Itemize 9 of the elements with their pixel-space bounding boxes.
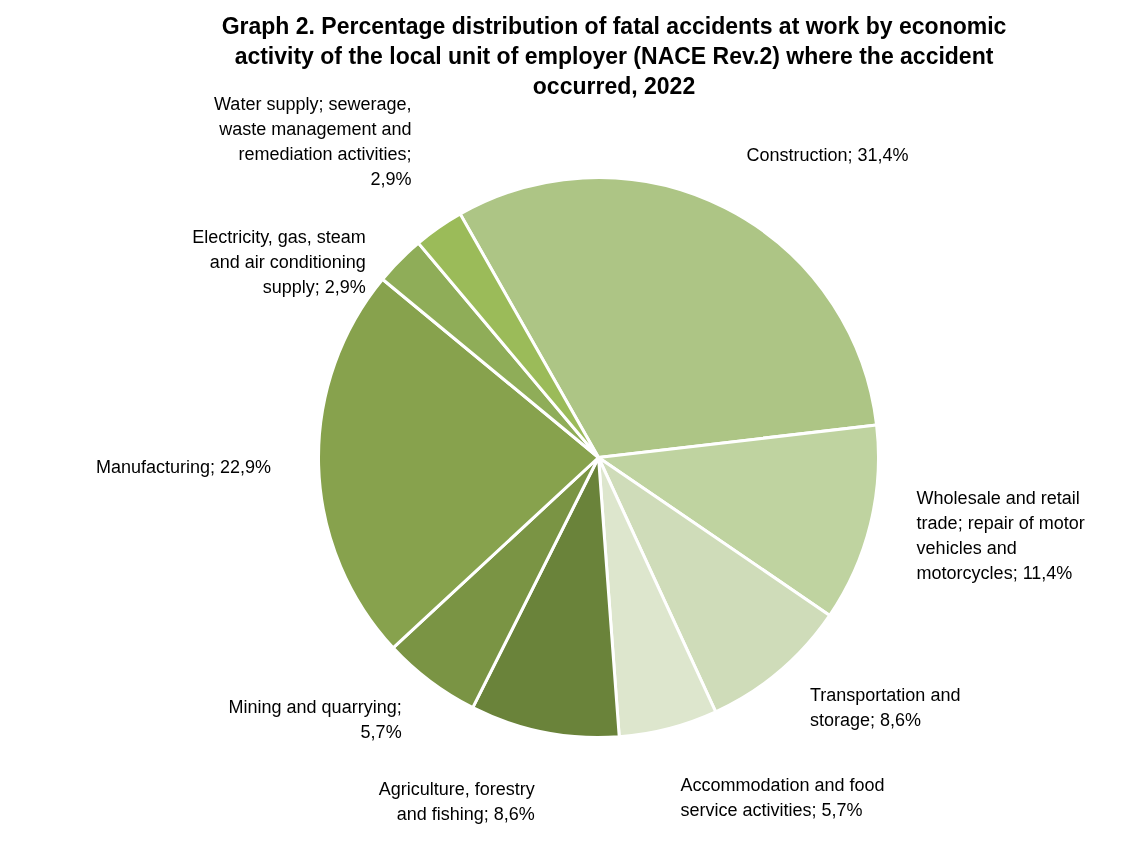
slice-label: Wholesale and retail trade; repair of motor vehicles and motorcycles; 11,4% (916, 488, 1085, 584)
slice-label: Mining and quarrying; 5,7% (228, 696, 402, 742)
slice-label: Construction; 31,4% (746, 145, 909, 166)
slice-label: Manufacturing; 22,9% (95, 456, 272, 477)
slice-label: Electricity, gas, steam and air conditioning supply; 2,9% (192, 226, 366, 297)
slice-label: Accommodation and food service activities; 5,7% (680, 774, 885, 820)
slice-label: Transportation and storage; 8,6% (809, 685, 961, 731)
slice-label: Water supply; sewerage, waste management and remediation activities; 2,9% (214, 93, 412, 189)
slice-label: Agriculture, forestry and fishing; 8,6% (378, 778, 535, 824)
